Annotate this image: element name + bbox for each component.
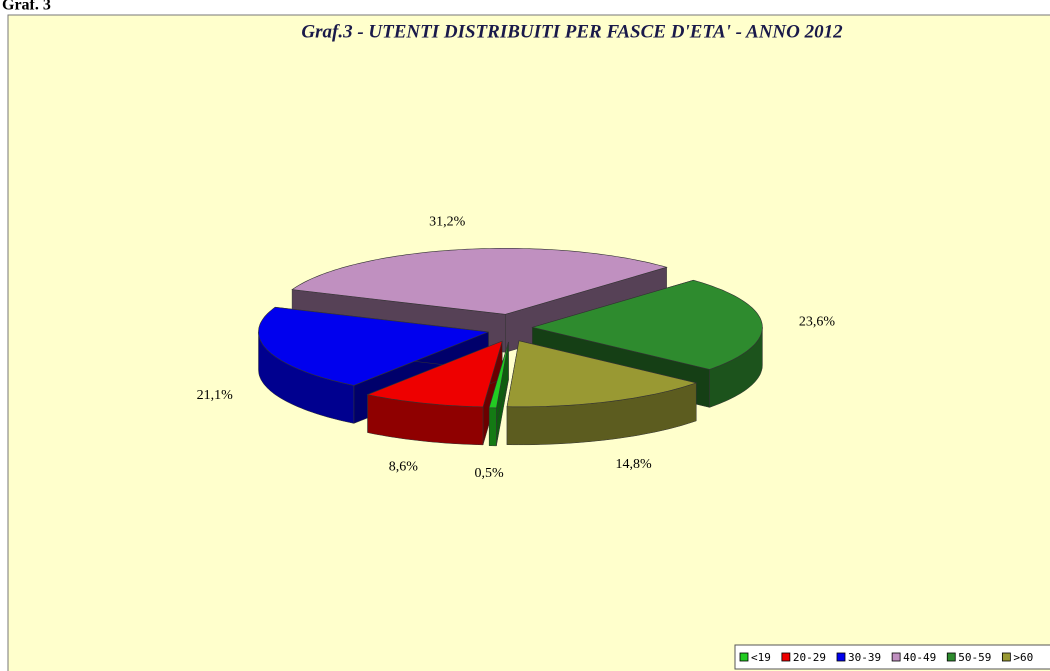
- slice-side: [488, 407, 497, 447]
- data-label: 23,6%: [799, 315, 836, 330]
- slice-top: [258, 306, 489, 386]
- legend-swatch: [891, 652, 901, 662]
- slice-top: [488, 341, 509, 409]
- legend-swatch: [836, 652, 846, 662]
- slice-top: [506, 340, 698, 408]
- legend-swatch: [946, 652, 956, 662]
- slice-top: [531, 279, 763, 370]
- slice-top: [291, 248, 668, 315]
- legend-label: 30-39: [848, 651, 881, 664]
- legend-label: 40-49: [903, 651, 936, 664]
- legend-label: >60: [1013, 651, 1033, 664]
- data-label: 0,5%: [474, 466, 504, 481]
- slice: [366, 340, 503, 446]
- legend-label: 20-29: [793, 651, 826, 664]
- data-label: 31,2%: [429, 214, 466, 229]
- legend-swatch: [1001, 652, 1011, 662]
- legend-label: <19: [751, 651, 771, 664]
- data-label: 8,6%: [389, 460, 419, 475]
- slice: [488, 341, 509, 447]
- data-label: 14,8%: [615, 457, 652, 472]
- slice: [506, 340, 698, 446]
- data-label: 21,1%: [197, 388, 234, 403]
- legend-swatch: [781, 652, 791, 662]
- heading: Graf. 3: [2, 0, 51, 14]
- slice-top: [366, 340, 503, 408]
- legend-swatch: [739, 652, 749, 662]
- chart-title: Graf.3 - UTENTI DISTRIBUITI PER FASCE D'…: [301, 21, 843, 42]
- legend-label: 50-59: [958, 651, 991, 664]
